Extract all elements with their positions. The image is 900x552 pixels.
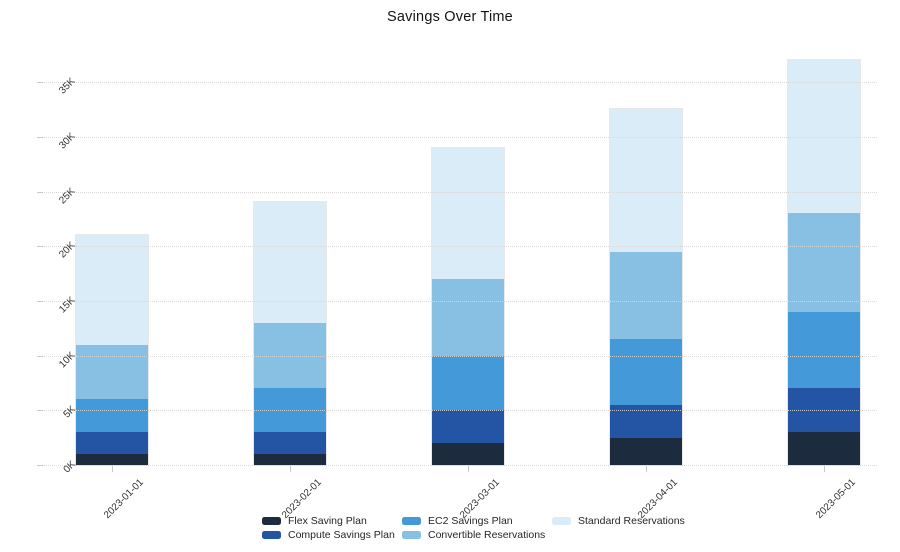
- bar-segment[interactable]: [76, 344, 148, 400]
- bar-segment[interactable]: [432, 443, 504, 465]
- x-axis-tick: [112, 466, 113, 472]
- chart-title: Savings Over Time: [387, 9, 513, 25]
- bar-segment[interactable]: [610, 404, 682, 438]
- bar-segment[interactable]: [254, 388, 326, 433]
- legend-item[interactable]: Compute Savings Plan: [262, 529, 395, 541]
- legend-label: Flex Saving Plan: [288, 515, 367, 527]
- bar-2023-04-01[interactable]: [610, 109, 682, 465]
- bar-segment[interactable]: [76, 454, 148, 465]
- legend-item[interactable]: Standard Reservations: [552, 515, 685, 527]
- bar-segment[interactable]: [254, 454, 326, 465]
- legend-label: EC2 Savings Plan: [428, 515, 513, 527]
- bar-2023-05-01[interactable]: [788, 60, 860, 465]
- bar-segment[interactable]: [610, 437, 682, 465]
- bar-segment[interactable]: [254, 322, 326, 389]
- legend-swatch: [402, 517, 421, 525]
- x-axis-label: 2023-01-01: [101, 477, 146, 521]
- bar-2023-02-01[interactable]: [254, 202, 326, 465]
- bar-segment[interactable]: [76, 235, 148, 345]
- bar-segment[interactable]: [432, 410, 504, 444]
- bar-segment[interactable]: [432, 147, 504, 280]
- y-axis-label: 20K: [57, 240, 78, 261]
- x-axis-tick: [468, 466, 469, 472]
- y-axis-tick: [37, 82, 43, 84]
- bar-segment[interactable]: [788, 388, 860, 433]
- legend-swatch: [262, 531, 281, 539]
- y-axis-tick: [37, 410, 43, 412]
- bar-segment[interactable]: [788, 60, 860, 214]
- y-axis-tick: [37, 246, 43, 248]
- bar-segment[interactable]: [610, 251, 682, 340]
- legend-swatch: [402, 531, 421, 539]
- bar-segment[interactable]: [610, 109, 682, 252]
- bar-segment[interactable]: [788, 311, 860, 389]
- grid-line: [44, 82, 877, 84]
- legend-swatch: [262, 517, 281, 525]
- bar-segment[interactable]: [788, 213, 860, 312]
- bar-2023-01-01[interactable]: [76, 235, 148, 465]
- bar-segment[interactable]: [610, 339, 682, 405]
- y-axis-tick: [37, 191, 43, 193]
- bar-segment[interactable]: [76, 432, 148, 455]
- y-axis-tick: [37, 355, 43, 357]
- bar-segment[interactable]: [432, 355, 504, 411]
- x-axis-label: 2023-05-01: [813, 477, 858, 521]
- legend-label: Convertible Reservations: [428, 529, 546, 541]
- grid-line: [44, 465, 877, 466]
- y-axis-label: 15K: [57, 294, 78, 316]
- x-axis-tick: [290, 466, 291, 472]
- legend-item[interactable]: Convertible Reservations: [402, 529, 545, 541]
- y-axis-label: 25K: [57, 185, 78, 206]
- x-axis-tick: [646, 466, 647, 472]
- legend-label: Standard Reservations: [578, 515, 685, 527]
- y-axis-label: 10K: [57, 349, 78, 370]
- bar-segment[interactable]: [254, 202, 326, 323]
- bar-segment[interactable]: [76, 399, 148, 433]
- legend-label: Compute Savings Plan: [288, 529, 395, 541]
- bar-segment[interactable]: [432, 279, 504, 356]
- grid-line: [44, 136, 877, 138]
- legend-swatch: [552, 517, 571, 525]
- y-axis-tick: [37, 136, 43, 138]
- y-axis-tick: [37, 465, 43, 466]
- x-axis-tick: [824, 466, 825, 472]
- legend-item[interactable]: EC2 Savings Plan: [402, 515, 513, 527]
- legend-item[interactable]: Flex Saving Plan: [262, 515, 367, 527]
- y-axis-label: 30K: [57, 130, 78, 152]
- y-axis-tick: [37, 300, 43, 302]
- bar-segment[interactable]: [788, 432, 860, 465]
- bar-segment[interactable]: [254, 432, 326, 455]
- y-axis-label: 35K: [57, 76, 78, 97]
- bar-2023-03-01[interactable]: [432, 147, 504, 465]
